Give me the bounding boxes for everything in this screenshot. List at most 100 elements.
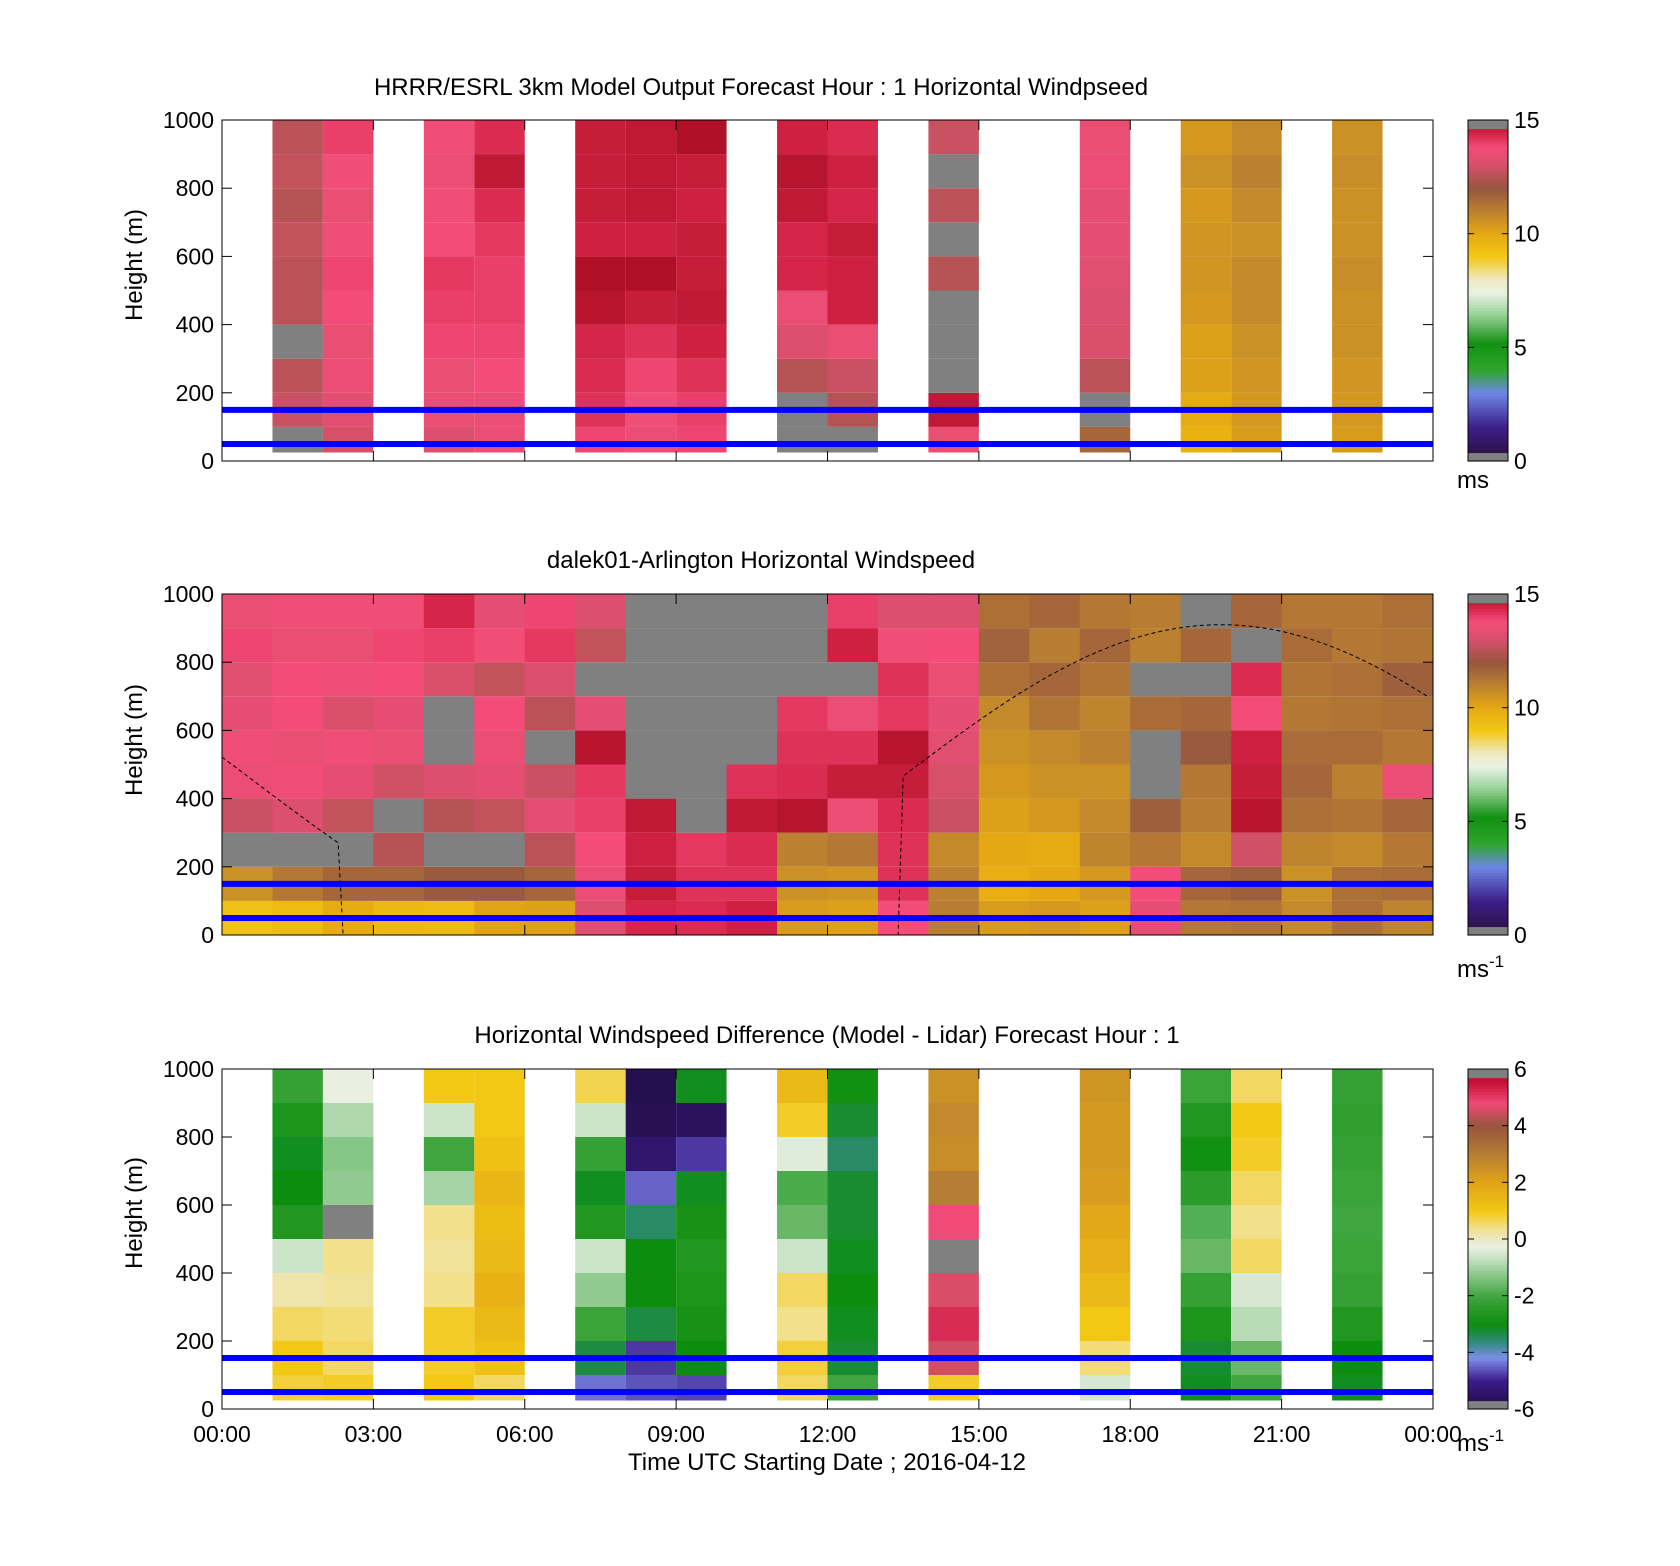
colorbar-segment [1468,284,1508,289]
heatmap-cell [272,798,324,833]
colorbar-segment [1468,395,1508,400]
heatmap-cell [676,426,727,453]
heatmap-cell [474,188,525,223]
heatmap-cell [423,1239,475,1273]
colorbar-segment [1468,151,1508,155]
colorbar-segment [1468,1114,1508,1118]
heatmap-cell [928,764,980,799]
heatmap-cell [575,256,626,291]
heatmap-cell [978,730,1030,765]
heatmap-cell [676,290,727,325]
y-tick-label: 400 [176,312,214,338]
colorbar-segment [1468,633,1508,638]
colorbar-segment [1468,287,1508,292]
heatmap-cell [474,256,525,291]
heatmap-cell [322,1171,374,1205]
heatmap-cell [827,324,878,359]
heatmap-cell [222,730,273,765]
heatmap-cell [272,730,324,765]
colorbar-segment [1468,128,1508,132]
colorbar-segment [1468,787,1508,791]
heatmap-cell [1231,426,1282,453]
colorbar-segment [1468,1358,1508,1362]
heatmap-cell [1079,324,1131,359]
heatmap-cell [1231,662,1283,697]
colorbar-segment [1468,1077,1508,1081]
heatmap-cell [877,798,929,833]
colorbar-segment [1468,744,1508,749]
heatmap-cell [575,628,627,663]
panel-model-title: HRRR/ESRL 3km Model Output Forecast Hour… [374,74,1148,101]
heatmap-cell [978,798,1030,833]
colorbar-segment [1468,120,1508,124]
heatmap-cell [322,120,374,155]
colorbar-segment [1468,1315,1508,1319]
heatmap-cell [1130,628,1182,663]
heatmap-cell [575,1273,626,1307]
colorbar-segment [1468,781,1508,785]
colorbar-segment [1468,1389,1508,1393]
heatmap-cell [1130,594,1182,629]
heatmap-cell [575,764,627,799]
heatmap-cell [575,1307,626,1341]
colorbar-segment [1468,341,1508,346]
colorbar-segment [1468,1134,1508,1138]
heatmap-cell [1079,832,1131,867]
heatmap-cell [676,1103,727,1137]
heatmap-cell [1079,1069,1131,1103]
colorbar-segment [1468,1131,1508,1135]
colorbar-segment [1468,676,1508,680]
heatmap-cell [1079,1307,1131,1341]
colorbar-segment [1468,628,1508,632]
heatmap-cell [1079,1137,1131,1171]
colorbar-segment [1468,176,1508,181]
panel-model: HRRR/ESRL 3km Model Output Forecast Hour… [121,74,1540,494]
heatmap-cell [1079,154,1131,189]
colorbar-segment [1468,670,1508,675]
heatmap-cell [625,426,677,453]
colorbar-tick-label: 4 [1514,1113,1527,1139]
heatmap-cell [1382,798,1434,833]
heatmap-cell [1231,1205,1282,1239]
heatmap-cell [474,1069,525,1103]
heatmap-cell [827,426,878,453]
colorbar-segment [1468,1094,1508,1098]
colorbar-segment [1468,216,1508,221]
heatmap-cell [676,730,728,765]
heatmap-cell [625,1205,677,1239]
colorbar-segment [1468,1100,1508,1104]
heatmap-cell [272,290,323,325]
heatmap-cell [1382,628,1434,663]
colorbar-segment [1468,1335,1508,1339]
heatmap-cell [272,256,323,291]
colorbar-segment [1468,818,1508,822]
colorbar-segment [1468,594,1508,598]
colorbar-segment [1468,1326,1508,1331]
colorbar-segment [1468,1355,1508,1359]
heatmap-cell [423,120,475,155]
panel-model-axes: 0 200 400 600 800 1000 [163,107,1434,474]
heatmap-cell [676,256,727,291]
colorbar-segment [1468,259,1508,263]
heatmap-cell [676,832,728,867]
y-tick-label: 800 [176,175,214,201]
heatmap-cell [1180,426,1232,453]
colorbar-segment [1468,455,1508,459]
heatmap-cell [827,154,878,189]
colorbar-segment [1468,667,1508,672]
heatmap-cell [777,696,828,731]
colorbar-segment [1468,1159,1508,1164]
heatmap-cell [928,662,980,697]
heatmap-cell [777,324,828,359]
heatmap-cell [474,1307,525,1341]
heatmap-cell [1332,696,1384,731]
colorbar-tick-label: 0 [1514,922,1527,948]
panel-lidar-ylabel: Height (m) [121,684,148,796]
colorbar-tick-label: 2 [1514,1169,1527,1195]
colorbar-segment [1468,1383,1508,1387]
colorbar-segment [1468,370,1508,374]
colorbar-segment [1468,330,1508,334]
heatmap-cell [474,1171,525,1205]
colorbar-segment [1468,432,1508,437]
heatmap-cell [575,1239,626,1273]
